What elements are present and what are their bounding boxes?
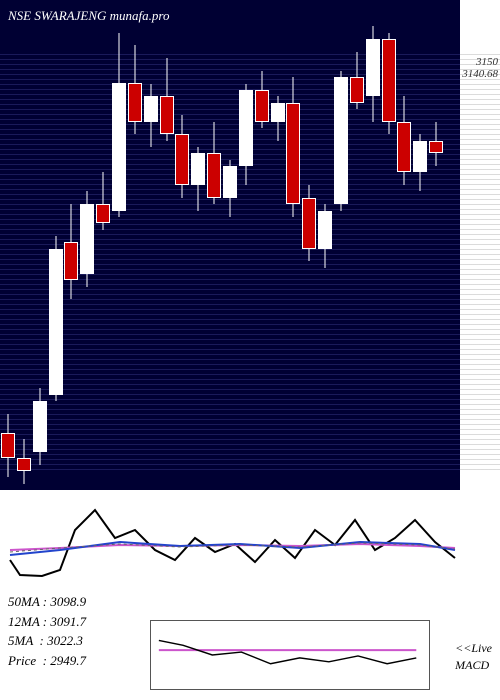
stock-chart-container: NSE SWARAJENG munafa.pro 3150 3140.68 50… [0, 0, 500, 700]
candle [64, 204, 78, 299]
candle [207, 122, 221, 205]
candle [271, 96, 285, 140]
macd-live-label: <<Live [455, 640, 492, 657]
candle [191, 147, 205, 211]
oscillator-svg [0, 490, 460, 590]
candle [223, 160, 237, 217]
candle [366, 26, 380, 121]
candle [17, 439, 31, 483]
candlestick-chart: NSE SWARAJENG munafa.pro [0, 0, 460, 490]
candle [175, 115, 189, 198]
candle [144, 84, 158, 148]
candle [382, 33, 396, 135]
price-axis: 3150 3140.68 [460, 0, 500, 490]
candle [96, 172, 110, 229]
macd-svg [151, 621, 429, 689]
candle [334, 71, 348, 211]
candle [255, 71, 269, 128]
chart-title: NSE SWARAJENG munafa.pro [8, 8, 169, 24]
candle [239, 84, 253, 186]
candle [112, 33, 126, 217]
candle [350, 52, 364, 109]
macd-name-label: MACD [455, 657, 492, 674]
axis-ticks [460, 54, 500, 470]
candle [318, 204, 332, 268]
price-label-high2: 3140.68 [462, 68, 498, 80]
candle [128, 45, 142, 134]
candle [286, 77, 300, 217]
macd-labels: <<Live MACD [455, 640, 492, 674]
candle [80, 191, 94, 286]
oscillator-panel [0, 490, 500, 590]
candle [413, 134, 427, 191]
candle [397, 96, 411, 185]
candle [33, 388, 47, 464]
macd-inset [150, 620, 430, 690]
candle [160, 58, 174, 141]
candle [49, 236, 63, 401]
moving-averages-info: 50MA : 3098.9 12MA : 3091.7 5MA : 3022.3… [8, 592, 86, 670]
price-label-high1: 3150 [476, 56, 498, 68]
candle [302, 185, 316, 261]
candle [1, 414, 15, 478]
candle [429, 122, 443, 166]
